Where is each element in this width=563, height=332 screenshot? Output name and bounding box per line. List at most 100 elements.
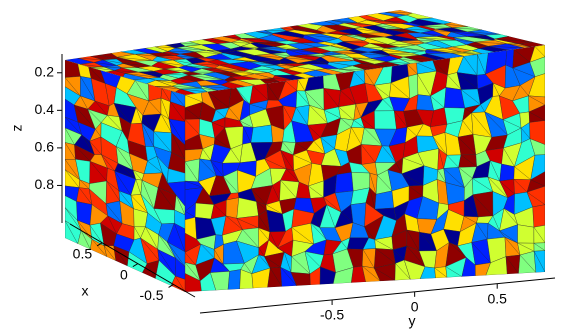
facet <box>95 129 102 138</box>
facet <box>88 66 106 84</box>
facet <box>161 88 171 102</box>
facet <box>171 90 185 108</box>
facet <box>239 120 254 128</box>
facet <box>406 229 420 252</box>
facet <box>534 46 545 57</box>
facet <box>526 191 545 205</box>
facet <box>167 51 196 53</box>
facet <box>457 136 477 155</box>
facet <box>230 148 241 163</box>
facet <box>304 251 321 268</box>
facet <box>304 34 339 39</box>
facet <box>280 27 296 31</box>
facet <box>340 211 354 223</box>
facet <box>456 72 478 90</box>
facet <box>488 45 525 49</box>
facet <box>223 52 255 56</box>
facet <box>135 107 143 124</box>
facet <box>154 46 176 49</box>
facet <box>145 226 158 250</box>
facet <box>105 203 123 224</box>
facet <box>140 237 160 261</box>
facet <box>402 157 425 167</box>
grain <box>374 110 397 130</box>
facet <box>81 134 95 155</box>
facet <box>464 107 472 114</box>
facet <box>293 154 313 164</box>
facet <box>264 158 287 170</box>
facet <box>384 47 426 52</box>
facet <box>385 11 413 14</box>
facet <box>258 247 265 257</box>
facet <box>503 119 522 129</box>
facet <box>348 50 369 53</box>
facet <box>65 159 80 180</box>
facet <box>358 53 390 57</box>
facet <box>308 185 324 198</box>
grain <box>528 95 545 113</box>
facet <box>179 42 202 45</box>
grain <box>408 73 419 99</box>
facet <box>79 179 90 189</box>
facet <box>368 51 389 54</box>
facet <box>419 232 437 251</box>
facet <box>115 146 134 171</box>
facet <box>202 39 232 43</box>
facet <box>175 55 197 58</box>
grain <box>529 120 545 145</box>
facet <box>272 77 293 81</box>
facet <box>280 267 297 286</box>
facet <box>118 190 134 209</box>
facet <box>275 64 296 67</box>
facet <box>339 68 367 71</box>
facet <box>313 140 326 154</box>
grain <box>167 181 185 207</box>
facet <box>185 107 200 120</box>
facet <box>386 61 411 64</box>
facet <box>282 105 292 121</box>
facet <box>484 111 508 136</box>
facet <box>65 142 76 160</box>
facet <box>223 176 239 194</box>
facet <box>264 256 281 268</box>
facet <box>256 42 288 45</box>
facet <box>495 38 533 43</box>
facet <box>65 127 75 145</box>
facet <box>240 46 260 49</box>
facet <box>392 249 405 261</box>
facet <box>519 254 537 273</box>
facet <box>157 187 175 211</box>
grain <box>505 49 515 69</box>
grain <box>528 73 545 98</box>
z-tick-label: 0.8 <box>35 176 55 192</box>
facet <box>341 241 348 250</box>
facet <box>210 160 224 177</box>
grain <box>529 56 545 78</box>
facet <box>141 180 155 209</box>
facet <box>200 243 215 259</box>
facet <box>504 237 521 256</box>
facet <box>65 207 82 231</box>
facet <box>65 116 82 136</box>
facet <box>361 63 389 67</box>
facet <box>460 89 481 105</box>
facet <box>158 61 186 66</box>
facet <box>117 163 136 180</box>
facet <box>466 44 489 47</box>
x-tick-label: -0.5 <box>139 287 163 303</box>
grain <box>168 152 185 174</box>
facet <box>451 52 477 55</box>
grain <box>167 222 185 253</box>
grain <box>250 124 273 143</box>
facet <box>395 162 403 174</box>
facet <box>388 53 420 56</box>
y-axis <box>199 277 556 314</box>
facet <box>309 105 328 124</box>
x-tick-label: 0 <box>120 266 128 282</box>
facet <box>158 234 176 259</box>
facet <box>324 109 341 119</box>
grain <box>526 171 545 193</box>
facet <box>331 19 358 24</box>
facet <box>223 36 242 39</box>
